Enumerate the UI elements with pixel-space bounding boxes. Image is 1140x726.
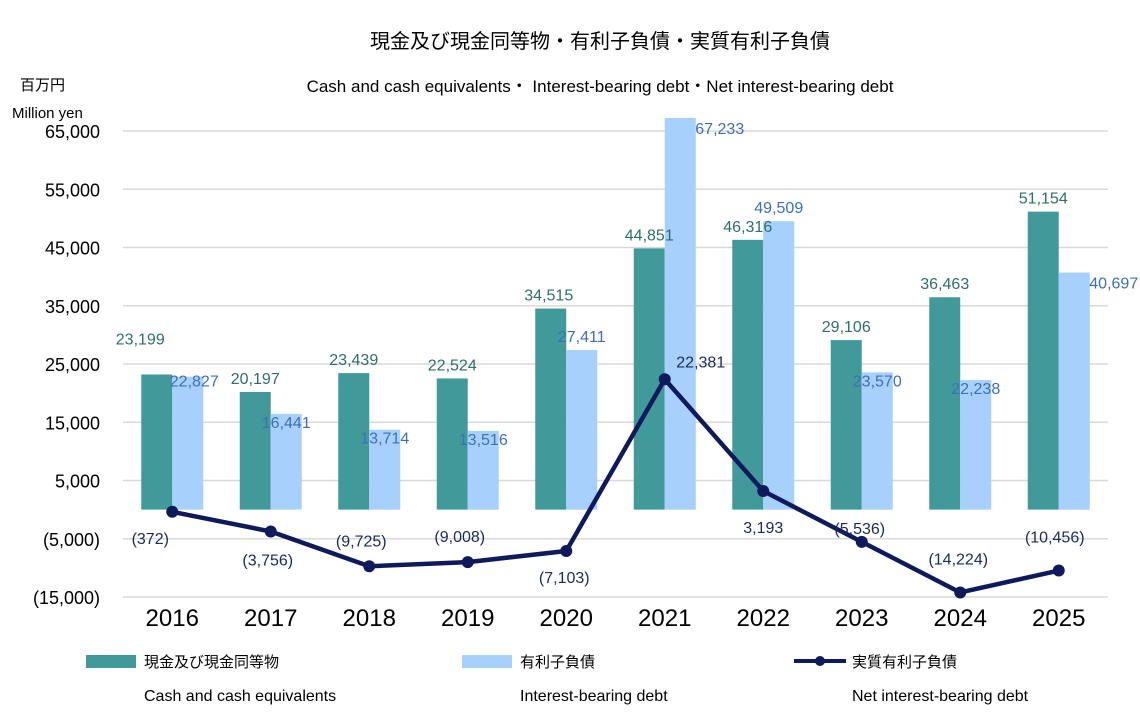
data-label-net: (372) [132, 531, 169, 548]
bar-cash [535, 308, 567, 510]
bar-cash [1027, 211, 1059, 510]
bar-cash [436, 378, 468, 510]
bar-cash [141, 374, 173, 510]
legend-swatch-debt [462, 655, 512, 668]
data-label-cash: 20,197 [231, 371, 280, 388]
y-tick-label: 25,000 [45, 355, 100, 375]
y-axis-unit-jp: 百万円 [20, 76, 65, 94]
net-debt-point [166, 505, 179, 518]
bar-debt [1058, 272, 1090, 510]
data-label-net: (9,725) [336, 533, 387, 550]
x-tick-label: 2025 [1032, 605, 1085, 632]
data-label-net: (3,756) [242, 553, 293, 570]
data-label-debt: 22,827 [170, 374, 219, 391]
data-label-cash: 34,515 [524, 288, 573, 305]
net-debt-point [363, 560, 376, 573]
bar-cash [929, 297, 961, 510]
data-label-cash: 46,316 [723, 219, 772, 236]
bar-debt [664, 117, 696, 510]
y-tick-label: 35,000 [45, 297, 100, 317]
net-debt-point [658, 373, 671, 386]
x-tick-label: 2022 [737, 605, 790, 632]
bar-cash [239, 391, 271, 510]
data-label-cash: 22,524 [428, 357, 477, 374]
legend-label-debt-jp: 有利子負債 [520, 653, 595, 671]
bar-debt [566, 349, 598, 510]
bar-cash [338, 373, 370, 510]
net-debt-point [560, 545, 573, 557]
x-tick-label: 2023 [835, 605, 888, 632]
data-label-net: (10,456) [1025, 530, 1085, 547]
data-label-debt: 23,570 [853, 373, 902, 390]
bar-debt [861, 372, 893, 510]
bar-cash [732, 239, 764, 510]
y-tick-label: (15,000) [33, 588, 100, 608]
data-label-net: 3,193 [743, 520, 783, 537]
y-tick-label: 15,000 [45, 413, 100, 433]
x-tick-label: 2016 [146, 605, 199, 632]
bar-debt [270, 413, 302, 510]
x-tick-label: 2020 [540, 605, 593, 632]
x-tick-label: 2017 [244, 605, 297, 632]
data-label-debt: 13,714 [360, 431, 409, 448]
legend-label-net-jp: 実質有利子負債 [852, 653, 957, 671]
data-label-net: (9,008) [434, 529, 485, 546]
bars [141, 117, 1090, 510]
bar-debt [467, 430, 499, 510]
data-label-debt: 67,233 [695, 121, 744, 138]
legend-marker-net [815, 656, 825, 666]
net-debt-point [264, 525, 277, 538]
y-tick-label: 65,000 [45, 122, 100, 142]
net-debt-point [855, 535, 868, 548]
net-debt-line [166, 373, 1065, 599]
y-tick-label: 5,000 [55, 472, 100, 492]
bar-debt [172, 376, 204, 510]
data-label-debt: 22,238 [951, 381, 1000, 398]
data-label-debt: 13,516 [459, 432, 508, 449]
data-label-cash: 44,851 [625, 227, 674, 244]
data-label-net: (14,224) [928, 551, 988, 568]
x-tick-label: 2021 [638, 605, 691, 632]
y-tick-label: 45,000 [45, 239, 100, 259]
chart-subtitle: Cash and cash equivalents・ Interest-bear… [307, 77, 894, 96]
data-label-cash: 29,106 [822, 319, 871, 336]
chart-title: 現金及び現金同等物・有利子負債・実質有利子負債 [370, 29, 830, 53]
y-axis-unit-en: Million yen [12, 105, 83, 122]
data-label-cash: 51,154 [1019, 191, 1068, 208]
net-debt-point [757, 485, 770, 498]
bar-debt [960, 380, 992, 510]
y-axis-ticks: 65,000 55,000 45,000 35,000 25,000 15,000 5,00… [33, 122, 100, 608]
data-label-cash: 23,439 [329, 352, 378, 369]
data-labels: 23,199 20,197 23,439 22,524 34,515 44,851 46,3… [116, 121, 1139, 587]
data-label-debt: 40,697 [1089, 276, 1138, 293]
x-tick-label: 2018 [343, 605, 396, 632]
net-debt-series-line [171, 377, 1060, 595]
legend: 現金及び現金同等物 Cash and cash equivalents 有利子負… [86, 653, 1029, 705]
bar-debt [369, 429, 401, 510]
data-label-net: (5,536) [834, 521, 885, 538]
x-axis-ticks: 2016 2017 2018 2019 2020 2021 2022 2023 2024 2025 [146, 605, 1086, 632]
legend-label-cash-jp: 現金及び現金同等物 [144, 653, 279, 671]
net-debt-point [954, 586, 967, 599]
data-label-net: 22,381 [676, 354, 725, 371]
data-label-cash: 36,463 [920, 276, 969, 293]
x-tick-label: 2019 [441, 605, 494, 632]
legend-label-net-en: Net interest-bearing debt [852, 688, 1029, 705]
bar-debt [763, 221, 795, 510]
y-tick-label: 55,000 [45, 180, 100, 200]
legend-label-cash-en: Cash and cash equivalents [144, 688, 336, 705]
data-label-cash: 23,199 [116, 331, 165, 348]
data-label-net: (7,103) [539, 570, 590, 587]
bar-cash [830, 340, 862, 510]
data-label-debt: 49,509 [754, 200, 803, 217]
x-tick-label: 2024 [934, 605, 987, 632]
net-debt-point [461, 556, 474, 569]
legend-label-debt-en: Interest-bearing debt [520, 688, 668, 705]
y-tick-label: (5,000) [43, 530, 100, 550]
net-debt-point [1052, 564, 1065, 577]
data-label-debt: 27,411 [558, 329, 606, 346]
data-label-debt: 16,441 [262, 415, 311, 432]
legend-swatch-cash [86, 655, 136, 668]
